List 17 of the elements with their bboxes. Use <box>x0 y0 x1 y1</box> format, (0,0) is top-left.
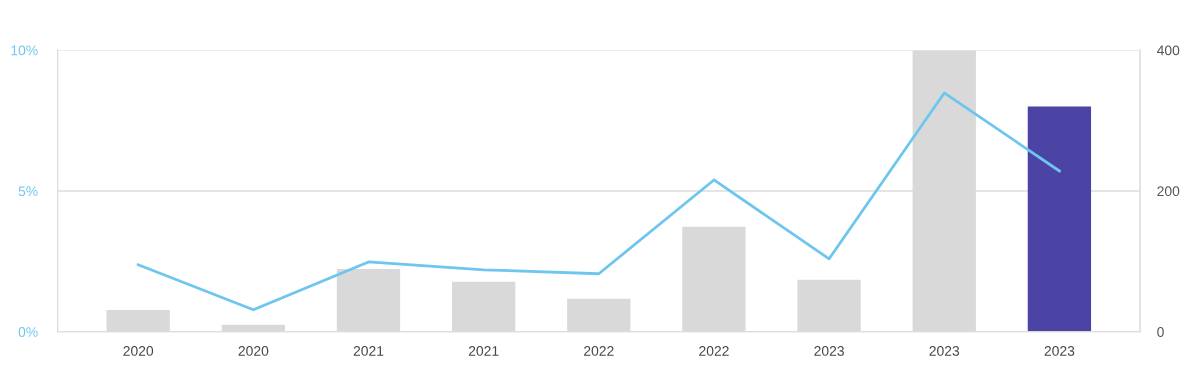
x-tick-label: 2023 <box>1044 346 1075 356</box>
x-tick-label: 2020 <box>123 346 154 356</box>
line-series <box>136 91 1061 312</box>
x-tick-label: 2022 <box>699 346 729 356</box>
y2-tick-label: 0 <box>1157 327 1164 337</box>
y-tick-label: 0% <box>18 327 38 337</box>
x-tick-label: 2021 <box>468 346 499 356</box>
y-tick-label: 5% <box>18 186 38 197</box>
y2-tick-label: 200 <box>1157 186 1180 197</box>
x-tick-label: 2022 <box>584 346 614 356</box>
bar <box>1027 106 1092 332</box>
x-tick-label: 2023 <box>814 346 844 356</box>
y2-tick-label: 400 <box>1156 45 1180 56</box>
x-tick-label: 2023 <box>929 346 960 356</box>
x-tick-label: 2020 <box>238 346 269 356</box>
y-tick-label: 10% <box>11 45 38 56</box>
x-tick-label: 2021 <box>353 346 384 356</box>
